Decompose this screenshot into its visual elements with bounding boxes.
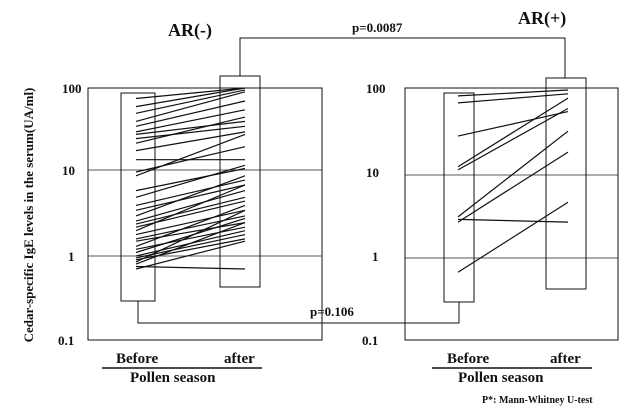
paired-line-22 bbox=[135, 184, 246, 232]
y-tick-label: 1 bbox=[68, 249, 75, 264]
paired-line-15 bbox=[135, 164, 246, 198]
after-range-box bbox=[545, 77, 587, 290]
paired-line-3 bbox=[457, 111, 569, 137]
paired-line-1 bbox=[457, 89, 569, 97]
paired-line-9 bbox=[457, 201, 569, 273]
x-axis-label: Pollen season bbox=[458, 370, 544, 386]
paired-line-9 bbox=[135, 116, 246, 144]
paired-line-2 bbox=[457, 93, 569, 104]
x-tick-label: after bbox=[550, 351, 581, 367]
paired-line-7 bbox=[457, 151, 569, 223]
paired-line-23 bbox=[135, 209, 246, 236]
paired-line-12 bbox=[135, 146, 246, 173]
paired-line-7 bbox=[135, 120, 246, 135]
paired-line-32 bbox=[135, 209, 246, 263]
paired-line-20 bbox=[135, 196, 246, 225]
paired-line-4 bbox=[135, 91, 246, 122]
paired-line-8 bbox=[457, 218, 569, 223]
plot-frame bbox=[87, 87, 323, 341]
panel-ar-neg: 100 10 1 0.1 AR(-) Before after Pollen s… bbox=[58, 20, 323, 386]
paired-line-8 bbox=[135, 125, 246, 140]
paired-line-35 bbox=[135, 240, 246, 270]
x-tick-label: after bbox=[224, 351, 255, 367]
y-tick-label: 10 bbox=[366, 165, 379, 180]
p-value-label: p=0.106 bbox=[310, 304, 354, 319]
y-tick-label: 100 bbox=[62, 81, 82, 96]
paired-line-14 bbox=[135, 167, 246, 192]
before-range-box bbox=[443, 92, 475, 303]
paired-line-19 bbox=[135, 190, 246, 222]
paired-line-10 bbox=[135, 131, 246, 152]
paired-line-25 bbox=[135, 222, 246, 242]
panel-title: AR(-) bbox=[168, 20, 212, 41]
paired-line-31 bbox=[135, 238, 246, 261]
comparison-bracket-after: p=0.0087 bbox=[239, 20, 566, 78]
paired-line-34 bbox=[135, 265, 246, 270]
paired-line-24 bbox=[135, 215, 246, 240]
paired-line-16 bbox=[135, 179, 246, 206]
paired-line-3 bbox=[135, 89, 246, 114]
paired-line-27 bbox=[135, 226, 246, 250]
paired-lines bbox=[135, 87, 246, 270]
y-tick-label: 1 bbox=[372, 249, 379, 264]
p-value-label: p=0.0087 bbox=[352, 20, 403, 35]
paired-line-5 bbox=[135, 100, 246, 127]
x-tick-label: Before bbox=[447, 351, 490, 367]
y-tick-label: 0.1 bbox=[58, 333, 74, 348]
paired-line-17 bbox=[135, 184, 246, 211]
y-tick-label: 0.1 bbox=[362, 333, 378, 348]
paired-line-1 bbox=[135, 87, 246, 100]
plot-frame bbox=[404, 87, 619, 341]
panel-title: AR(+) bbox=[518, 8, 566, 29]
paired-line-4 bbox=[457, 97, 569, 168]
paired-line-26 bbox=[135, 204, 246, 247]
footnote: P*: Mann-Whitney U-test bbox=[482, 395, 593, 406]
panel-ar-pos: 100 10 1 0.1 AR(+) Before after Pollen s… bbox=[362, 8, 619, 386]
paired-line-5 bbox=[457, 107, 569, 171]
paired-line-18 bbox=[135, 175, 246, 217]
paired-line-13 bbox=[135, 133, 246, 177]
comparison-bracket-before: p=0.106 bbox=[137, 301, 460, 324]
y-tick-label: 10 bbox=[62, 163, 75, 178]
paired-line-33 bbox=[135, 222, 246, 265]
paired-line-30 bbox=[135, 234, 246, 259]
y-axis-label: Cedar-specific IgE levels in the serum(U… bbox=[21, 88, 36, 343]
x-tick-label: Before bbox=[116, 351, 159, 367]
x-axis-label: Pollen season bbox=[130, 370, 216, 386]
y-tick-label: 100 bbox=[366, 81, 386, 96]
paired-lines bbox=[457, 89, 569, 273]
paired-line-6 bbox=[457, 130, 569, 218]
paired-line-6 bbox=[135, 109, 246, 133]
paired-line-2 bbox=[135, 87, 246, 108]
